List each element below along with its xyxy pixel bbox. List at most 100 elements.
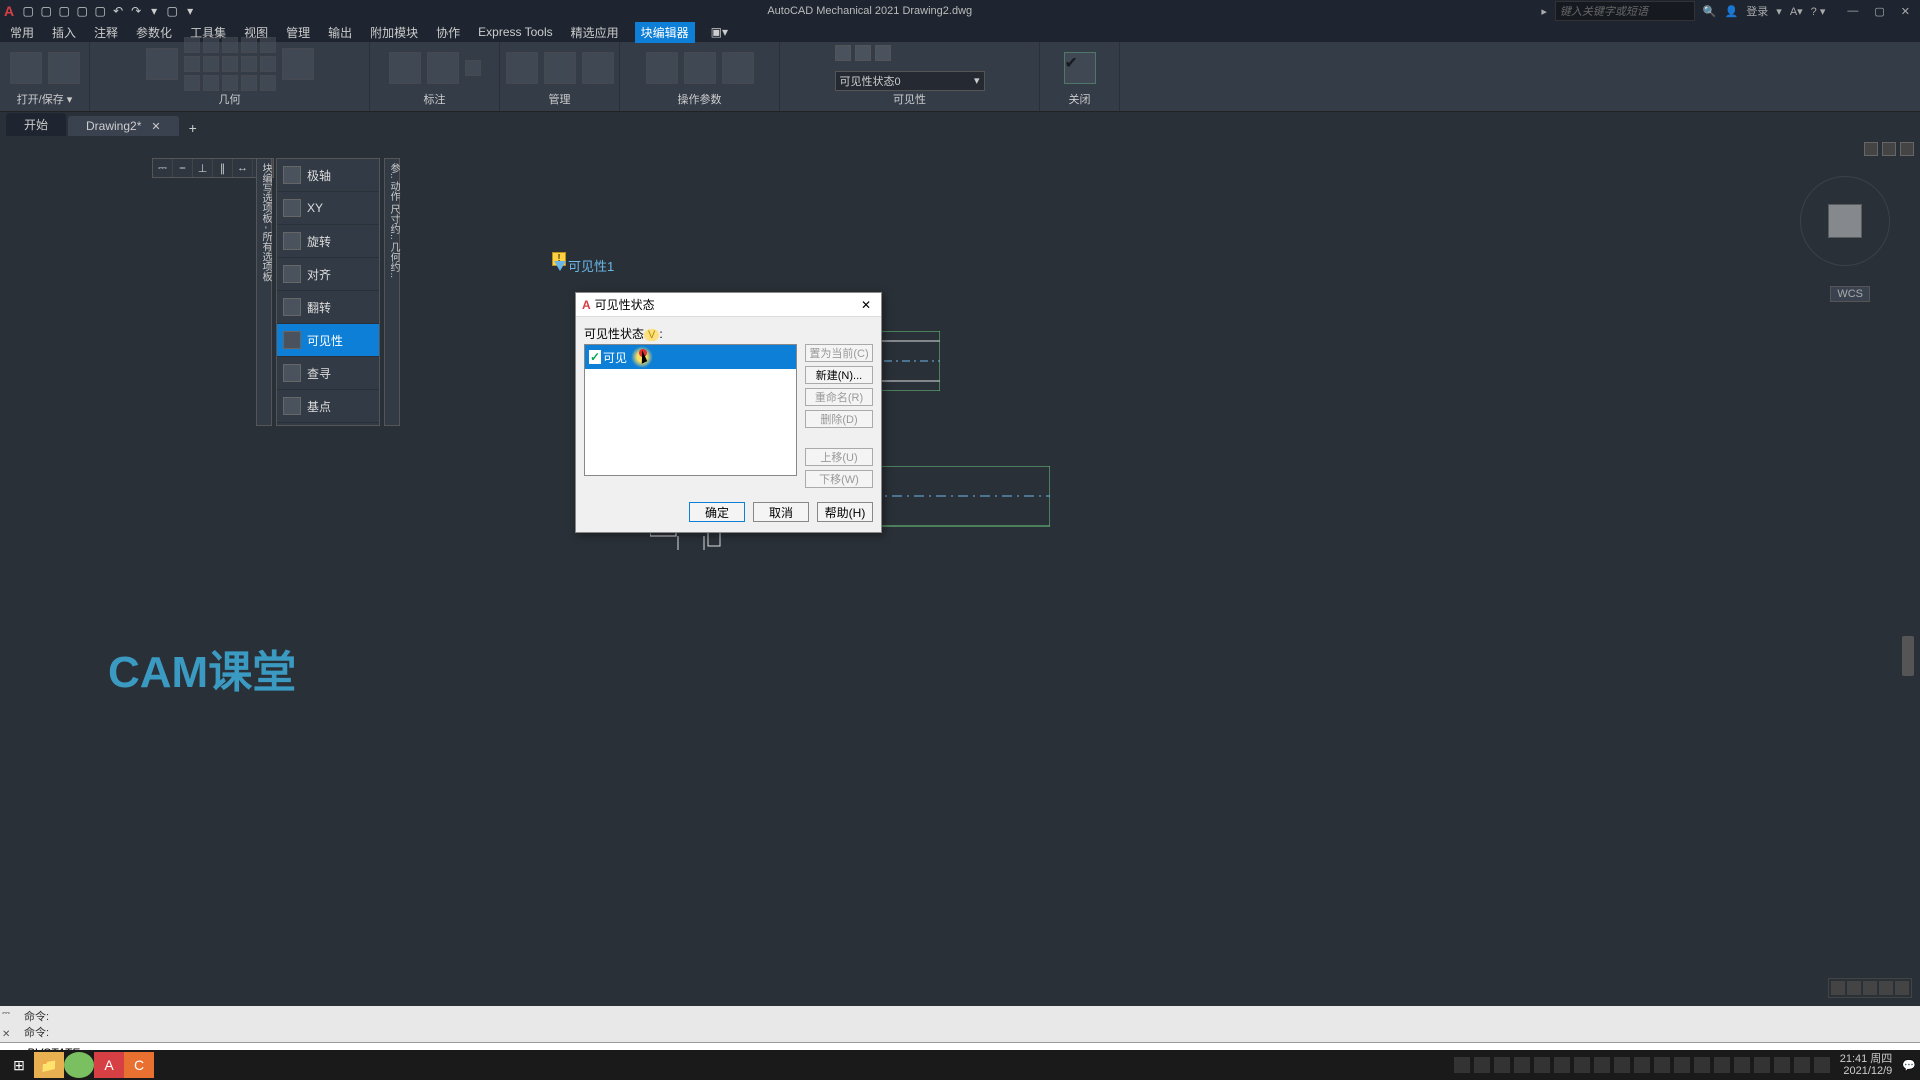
geom-icon[interactable] <box>184 56 200 72</box>
constraint-icon[interactable]: ⊥ <box>193 159 213 177</box>
save-block-icon[interactable] <box>10 52 42 84</box>
qat-redo-icon[interactable]: ↷ <box>128 3 144 19</box>
drafting-settings-strip[interactable] <box>1828 978 1912 998</box>
dialog-titlebar[interactable]: A 可见性状态 ✕ <box>576 293 881 317</box>
help-icon[interactable]: ? ▾ <box>1811 5 1826 18</box>
taskbar-browser-icon[interactable] <box>64 1052 94 1078</box>
move-down-button[interactable]: 下移(W) <box>805 470 873 488</box>
qat-print-icon[interactable]: ▢ <box>92 3 108 19</box>
taskbar-clock[interactable]: 21:41 周四 2021/12/9 <box>1834 1053 1899 1077</box>
menu-item[interactable]: Express Tools <box>476 23 554 41</box>
close-tab-icon[interactable]: ✕ <box>151 120 160 133</box>
geom-icon[interactable] <box>241 75 257 91</box>
new-tab-button[interactable]: + <box>181 120 205 136</box>
qat-undo-icon[interactable]: ↶ <box>110 3 126 19</box>
taskbar-explorer-icon[interactable]: 📁 <box>34 1052 64 1078</box>
palette-row[interactable]: 极轴 <box>277 159 379 192</box>
start-button[interactable]: ⊞ <box>4 1052 34 1078</box>
geom-icon[interactable] <box>184 75 200 91</box>
constraint-icon[interactable]: ∥ <box>213 159 233 177</box>
menu-item[interactable]: 输出 <box>326 22 354 43</box>
move-up-button[interactable]: 上移(U) <box>805 448 873 466</box>
visibility-state-dropdown[interactable]: 可见性状态0▾ <box>835 71 985 91</box>
palette-tabs-right[interactable]: 参.. 动作 尺寸约.. 几何约.. <box>384 158 400 426</box>
parameter-grip-icon[interactable] <box>554 261 566 271</box>
geom-icon[interactable] <box>260 56 276 72</box>
navigation-bar[interactable] <box>1902 636 1914 676</box>
geom-icon[interactable] <box>222 37 238 53</box>
qat-share-icon[interactable]: ▢ <box>164 3 180 19</box>
palette-row[interactable]: 翻转 <box>277 291 379 324</box>
viewcube[interactable] <box>1800 176 1890 266</box>
user-icon[interactable]: 👤 <box>1725 5 1739 18</box>
palette-titlebar-left[interactable]: 块编写选项板 - 所有选项板 <box>256 158 272 426</box>
ok-button[interactable]: 确定 <box>689 502 745 522</box>
qat-saveas-icon[interactable]: ▢ <box>74 3 90 19</box>
menu-item[interactable]: 插入 <box>50 22 78 43</box>
geom-icon[interactable] <box>241 37 257 53</box>
author-icon[interactable] <box>582 52 614 84</box>
vis-icon[interactable] <box>855 45 871 61</box>
cart-icon[interactable]: ▾ <box>1776 5 1782 18</box>
dim3-icon[interactable] <box>465 60 481 76</box>
taskbar-autocad-icon[interactable]: A <box>94 1052 124 1078</box>
help-button[interactable]: 帮助(H) <box>817 502 873 522</box>
geom-icon[interactable] <box>184 37 200 53</box>
close-button[interactable]: ✕ <box>1895 5 1916 18</box>
taskbar-camtasia-icon[interactable]: C <box>124 1052 154 1078</box>
palette-row[interactable]: XY <box>277 192 379 225</box>
qat-save-icon[interactable]: ▢ <box>56 3 72 19</box>
cmd-close-icon[interactable]: ✕ <box>2 1029 10 1040</box>
tab-start[interactable]: 开始 <box>6 113 66 136</box>
notification-icon[interactable]: 💬 <box>1902 1059 1916 1072</box>
geom-icon[interactable] <box>203 56 219 72</box>
move-icon[interactable] <box>646 52 678 84</box>
constraint-icon[interactable]: ⎓ <box>153 159 173 177</box>
vis-icon[interactable] <box>835 45 851 61</box>
geom-icon[interactable] <box>203 75 219 91</box>
menu-item[interactable]: 常用 <box>8 22 36 43</box>
canvas-window-controls[interactable] <box>1864 142 1914 156</box>
palette-row[interactable]: 对齐 <box>277 258 379 291</box>
geom-icon[interactable] <box>260 37 276 53</box>
constraint-icon[interactable]: ↔ <box>233 159 253 177</box>
menu-item[interactable]: 精选应用 <box>569 22 621 43</box>
geom-icon[interactable] <box>222 56 238 72</box>
visibility-parameter[interactable]: ! 可见性1 <box>552 242 614 275</box>
drawing-canvas[interactable]: WCS ⎓ ⎯ ⊥ ∥ ↔ ✕ 块编写选项板 - 所有选项板 极轴 XY 旋转 … <box>0 136 1920 1006</box>
geom-icon[interactable] <box>203 37 219 53</box>
search-arrow-icon[interactable]: ▸ <box>1541 5 1547 18</box>
cmd-handle-icon[interactable]: ⎓ <box>2 1008 10 1019</box>
app-menu-icon[interactable]: A▾ <box>1790 5 1803 18</box>
attr-icon[interactable] <box>544 52 576 84</box>
fx-icon[interactable] <box>506 52 538 84</box>
login-label[interactable]: 登录 <box>1746 3 1768 19</box>
state-icon[interactable] <box>722 52 754 84</box>
geom-icon[interactable] <box>260 75 276 91</box>
menu-item[interactable]: 附加模块 <box>368 22 420 43</box>
test-block-icon[interactable] <box>48 52 80 84</box>
geom-icon[interactable] <box>241 56 257 72</box>
menu-item[interactable]: 协作 <box>434 22 462 43</box>
set-current-button[interactable]: 置为当前(C) <box>805 344 873 362</box>
maximize-button[interactable]: ▢ <box>1868 5 1890 18</box>
palette-row-selected[interactable]: 可见性 <box>277 324 379 357</box>
palette-row[interactable]: 基点 <box>277 390 379 423</box>
dialog-close-button[interactable]: ✕ <box>857 298 875 312</box>
palette-row[interactable]: 查寻 <box>277 357 379 390</box>
show-all-icon[interactable] <box>282 48 314 80</box>
line-icon[interactable] <box>146 48 178 80</box>
qat-open-icon[interactable]: ▢ <box>38 3 54 19</box>
vis-icon[interactable] <box>875 45 891 61</box>
command-history[interactable]: ⎓ ✕ 命令: 命令: <box>0 1006 1920 1042</box>
menu-item-active[interactable]: 块编辑器 <box>635 22 695 43</box>
dim-icon[interactable] <box>389 52 421 84</box>
qat-dropdown-icon[interactable]: ▾ <box>182 3 198 19</box>
cancel-button[interactable]: 取消 <box>753 502 809 522</box>
quick-access-toolbar[interactable]: ▢ ▢ ▢ ▢ ▢ ↶ ↷ ▾ ▢ ▾ <box>20 3 198 19</box>
search-icon[interactable]: 🔍 <box>1703 5 1717 18</box>
qat-more-icon[interactable]: ▾ <box>146 3 162 19</box>
search-input[interactable]: 键入关键字或短语 <box>1555 1 1695 21</box>
new-button[interactable]: 新建(N)... <box>805 366 873 384</box>
dim2-icon[interactable] <box>427 52 459 84</box>
